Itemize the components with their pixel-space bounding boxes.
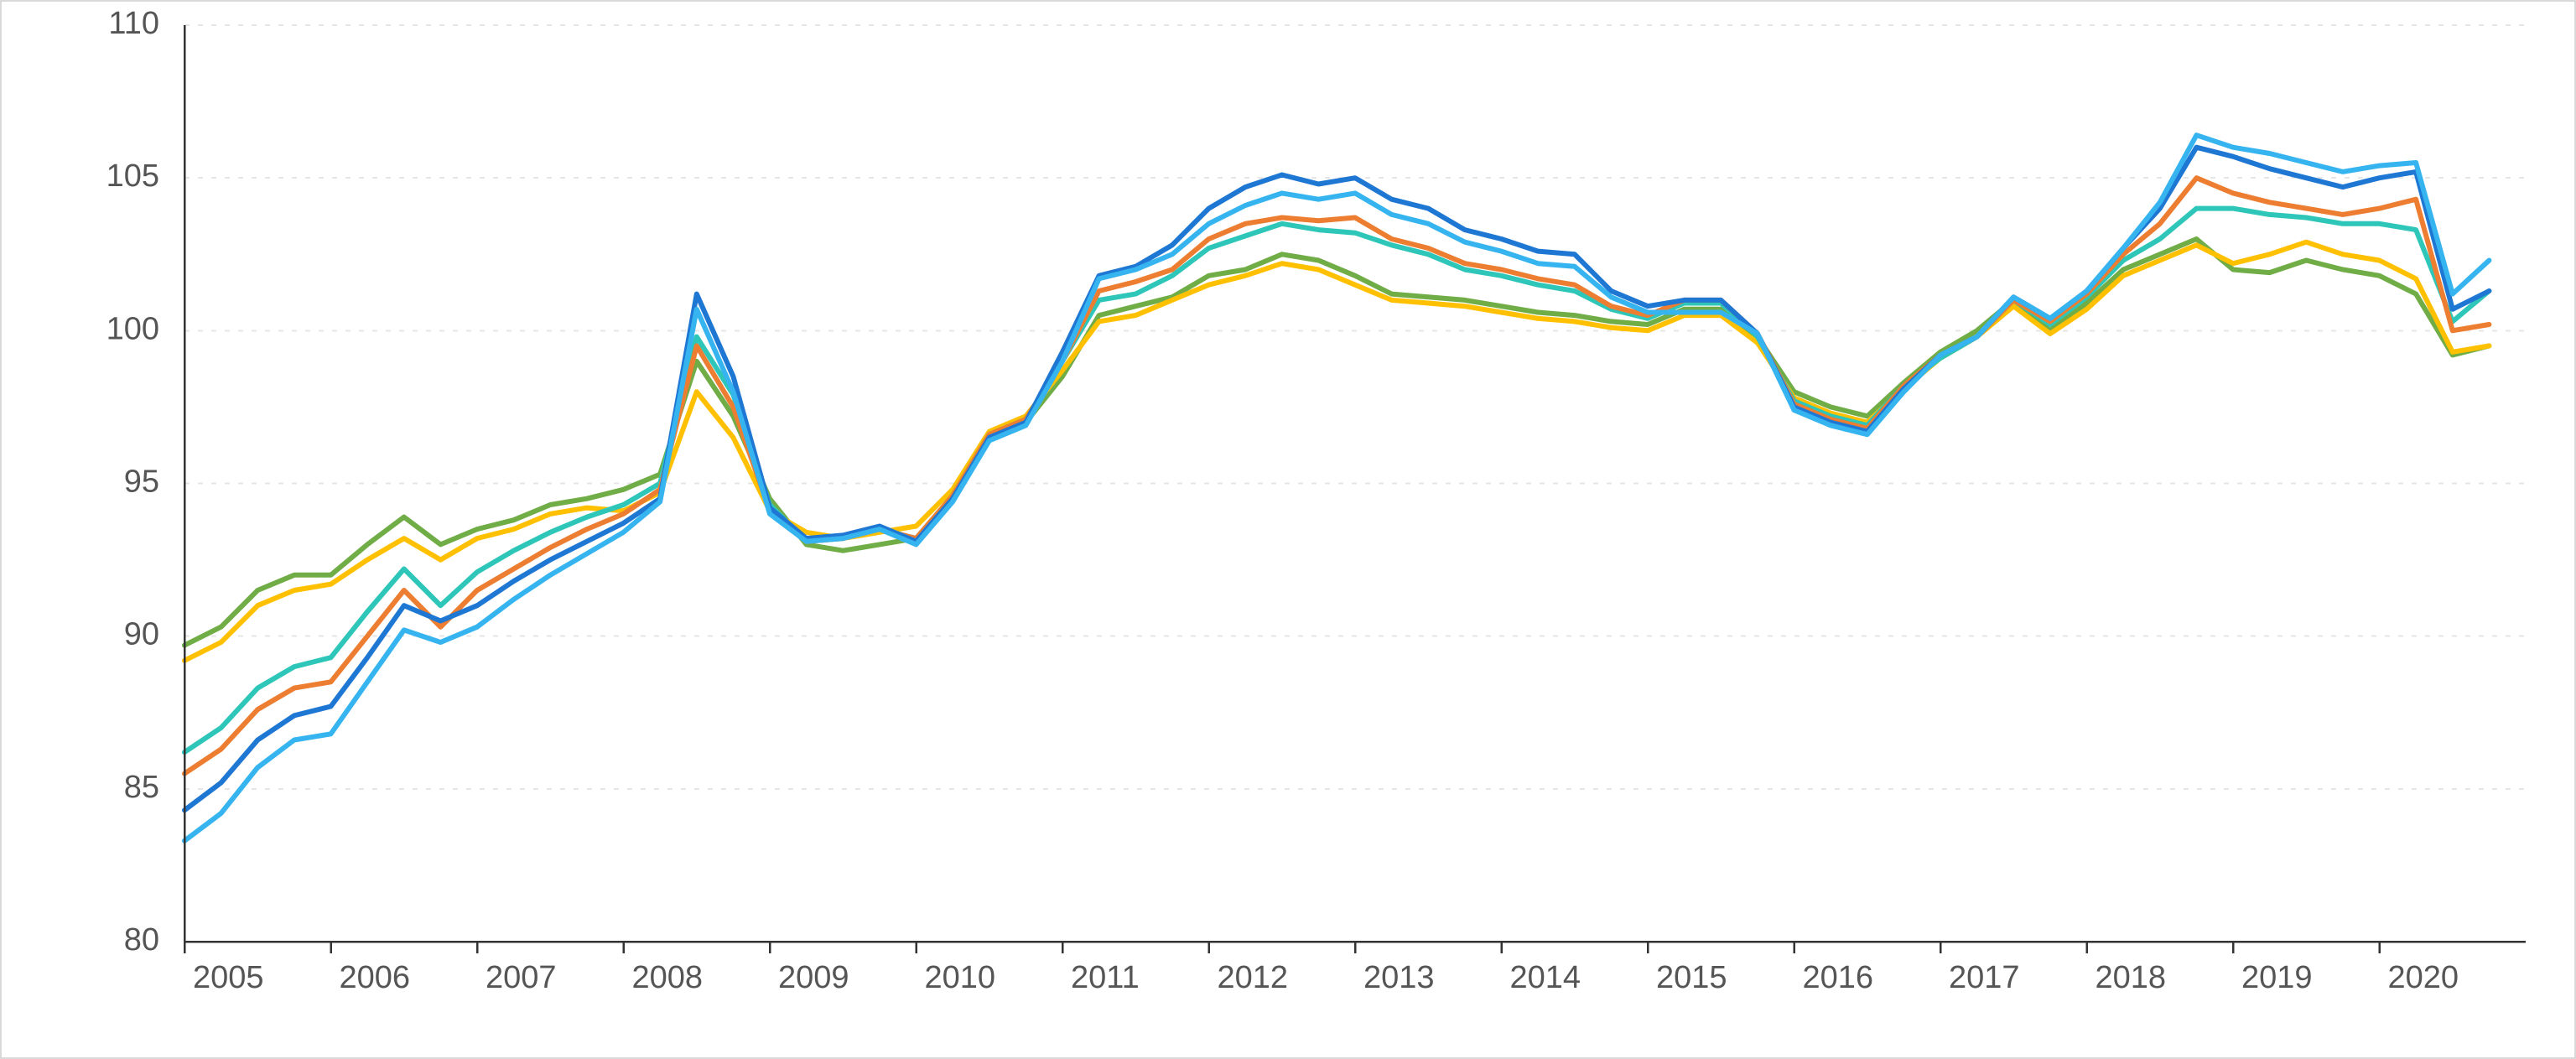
line-chart: 80 85 90 95 100 105 110 2005 2006 2007 2008 2009 201… (0, 0, 2576, 1059)
x-tick-label: 2008 (632, 960, 704, 995)
x-tick-label: 2018 (2096, 960, 2167, 995)
y-tick-label: 95 (124, 465, 159, 500)
x-tick-label: 2016 (1803, 960, 1874, 995)
x-tick-label: 2014 (1510, 960, 1581, 995)
x-tick-label: 2011 (1071, 960, 1140, 995)
y-tick-label: 100 (106, 311, 159, 346)
y-tick-label: 110 (108, 6, 159, 41)
x-tick-label: 2007 (486, 960, 557, 995)
x-tick-label: 2012 (1218, 960, 1289, 995)
x-tick-label: 2013 (1363, 960, 1435, 995)
x-tick-label: 2010 (925, 960, 996, 995)
x-tick-label: 2006 (340, 960, 411, 995)
x-tick-label: 2020 (2388, 960, 2459, 995)
chart-svg: 80 85 90 95 100 105 110 2005 2006 2007 2008 2009 201… (0, 0, 2576, 1059)
x-tick-label: 2005 (193, 960, 264, 995)
x-tick-label: 2009 (778, 960, 849, 995)
x-tick-label: 2017 (1949, 960, 2020, 995)
y-tick-label: 85 (124, 770, 159, 805)
y-tick-label: 105 (106, 158, 159, 194)
y-tick-label: 90 (124, 617, 159, 652)
x-tick-label: 2019 (2241, 960, 2313, 995)
x-tick-label: 2015 (1656, 960, 1727, 995)
y-tick-label: 80 (124, 922, 159, 958)
